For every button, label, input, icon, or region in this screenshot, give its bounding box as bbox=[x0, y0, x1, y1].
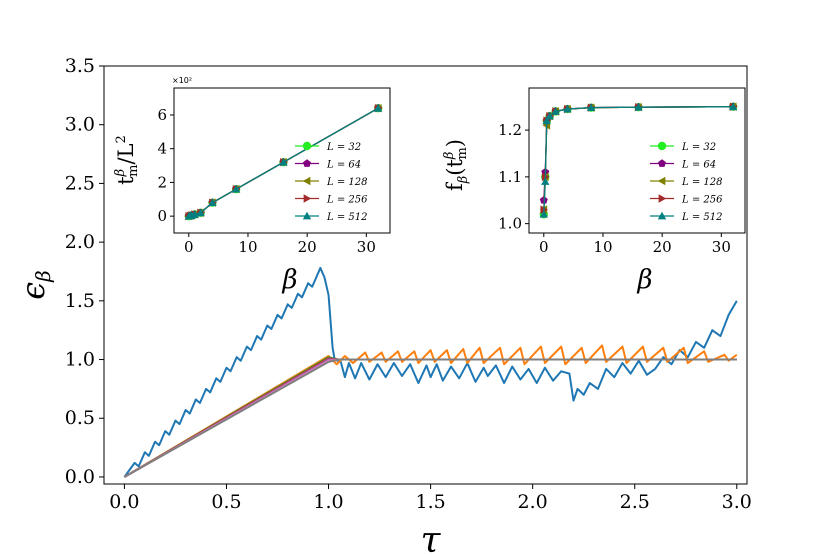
main-y-tick-label: 1.5 bbox=[65, 290, 95, 312]
main-y-axis-label-subscript: β bbox=[31, 270, 55, 283]
inset-left-x-tick-label: 10 bbox=[238, 238, 257, 256]
inset-left-y-axis-label-part: m bbox=[126, 165, 141, 177]
inset-left-legend-label: L = 64 bbox=[326, 160, 361, 171]
main-y-tick-label: 0.5 bbox=[65, 407, 95, 429]
main-x-tick-label: 1.0 bbox=[313, 491, 343, 513]
inset-left-legend-marker bbox=[302, 141, 312, 151]
inset-right-data-point bbox=[545, 111, 554, 120]
main-y-tick-label: 3.0 bbox=[65, 114, 95, 136]
series-orange-line bbox=[123, 344, 738, 478]
inset-right-legend-marker bbox=[658, 194, 667, 203]
inset-right-legend-label: L = 512 bbox=[681, 212, 722, 223]
inset-right-y-axis-label-part: m bbox=[455, 147, 470, 159]
main-x-tick-label: 0.5 bbox=[211, 491, 241, 513]
inset-right-x-tick-label: 10 bbox=[593, 238, 612, 256]
inset-left-y-axis-label-part: t bbox=[114, 176, 138, 185]
inset-left-y-tick-label: 2 bbox=[157, 173, 167, 191]
inset-left-y-axis-label-part: 2 bbox=[114, 135, 129, 143]
main-y-tick-label: 3.5 bbox=[65, 55, 95, 77]
inset-left-data-point bbox=[231, 184, 241, 193]
main-x-tick-label: 1.5 bbox=[415, 491, 445, 513]
inset-right-data-point bbox=[542, 116, 551, 125]
inset-left-y-axis-label: tβm/L2 bbox=[113, 135, 141, 185]
main-x-tick-label: 2.0 bbox=[518, 491, 548, 513]
inset-right-y-axis-label-part: (t bbox=[443, 159, 467, 176]
inset-right-legend-marker bbox=[658, 159, 666, 167]
main-y-tick-label: 2.0 bbox=[65, 231, 95, 253]
inset-left-multiplier: ×10² bbox=[172, 76, 192, 85]
inset-left-legend-marker bbox=[303, 194, 312, 203]
inset-right-y-tick-label: 1.2 bbox=[498, 121, 522, 139]
inset-left-y-tick-label: 6 bbox=[157, 106, 167, 124]
inset-right-y-axis-label: fβ(tβm) bbox=[442, 139, 471, 191]
main-x-tick-label: 0.0 bbox=[109, 491, 139, 513]
inset-right-legend-label: L = 256 bbox=[681, 195, 723, 206]
inset-right-y-axis-label-part: β bbox=[456, 176, 471, 185]
inset-right-data-point bbox=[634, 102, 643, 111]
inset-right-y-tick-label: 1.1 bbox=[498, 168, 522, 186]
inset-right-x-tick-label: 30 bbox=[712, 238, 731, 256]
main-x-axis-label: τ bbox=[421, 520, 442, 554]
inset-left-data-point bbox=[208, 198, 217, 207]
inset-left-legend-label: L = 128 bbox=[326, 177, 367, 188]
inset-left-legend-marker bbox=[302, 176, 311, 186]
inset-left-x-tick-label: 20 bbox=[298, 238, 317, 256]
main-y-tick-label: 0.0 bbox=[65, 466, 95, 488]
inset-right-x-tick-label: 0 bbox=[539, 238, 549, 256]
inset-right-data-point bbox=[551, 107, 560, 115]
inset-right-y-axis-label-part: f bbox=[443, 181, 467, 191]
inset-right-data-point bbox=[728, 102, 738, 111]
inset-left-data-point bbox=[373, 104, 383, 112]
inset-left-y-axis-label-part: /L bbox=[114, 143, 138, 164]
inset-right-legend-label: L = 128 bbox=[681, 177, 722, 188]
series-blue-line bbox=[123, 266, 738, 478]
inset-left-legend-label: L = 512 bbox=[326, 212, 367, 223]
inset-right-legend-marker bbox=[657, 211, 667, 220]
inset-left-legend-label: L = 256 bbox=[326, 195, 368, 206]
inset-right-data-point bbox=[563, 104, 572, 113]
main-x-tick-label: 2.5 bbox=[620, 491, 650, 513]
inset-left: 0 10 20 30 0 2 4 6 L = 32 L = 64 L = 128 L = 256 L =… bbox=[113, 76, 391, 295]
inset-right-legend-label: L = 64 bbox=[681, 160, 716, 171]
inset-right-y-axis-label-part: β bbox=[442, 152, 457, 161]
inset-right: 0 10 20 30 1.0 1.1 1.2 L = 32 L = 64 L = 128 L = 2… bbox=[442, 87, 746, 295]
inset-left-x-axis-label: β bbox=[281, 265, 297, 295]
inset-left-legend-marker bbox=[303, 159, 311, 167]
inset-right-data-point bbox=[539, 210, 548, 218]
inset-left-legend-marker bbox=[302, 211, 312, 220]
series-gray-line bbox=[123, 358, 737, 478]
inset-left-y-tick-label: 4 bbox=[157, 140, 167, 158]
main-plot: 0.0 0.5 1.0 1.5 2.0 2.5 3.0 0.0 0.5 1.0 1.5 2.0 2.5 3… bbox=[14, 55, 752, 554]
inset-right-legend-label: L = 32 bbox=[681, 142, 716, 153]
inset-right-y-tick-label: 1.0 bbox=[498, 215, 522, 233]
inset-right-x-axis-label: β bbox=[636, 265, 652, 295]
main-x-tick-label: 3.0 bbox=[722, 491, 752, 513]
inset-right-legend-marker bbox=[657, 141, 667, 151]
inset-right-legend-marker bbox=[657, 176, 666, 186]
inset-left-y-axis-label-part: β bbox=[113, 169, 128, 178]
inset-left-legend-label: L = 32 bbox=[326, 142, 361, 153]
inset-right-data-point bbox=[586, 103, 596, 112]
inset-right-x-tick-label: 20 bbox=[653, 238, 672, 256]
inset-left-x-tick-label: 30 bbox=[357, 238, 376, 256]
inset-right-data-point bbox=[541, 177, 550, 185]
main-y-tick-label: 1.0 bbox=[65, 349, 95, 371]
main-plot-frame bbox=[103, 65, 748, 485]
main-y-tick-label: 2.5 bbox=[65, 172, 95, 194]
inset-left-data-point bbox=[279, 157, 288, 166]
inset-left-x-tick-label: 0 bbox=[184, 238, 194, 256]
inset-right-y-axis-label-part: ) bbox=[443, 139, 467, 147]
inset-left-data-point bbox=[196, 208, 205, 217]
inset-left-y-tick-label: 0 bbox=[157, 207, 167, 225]
